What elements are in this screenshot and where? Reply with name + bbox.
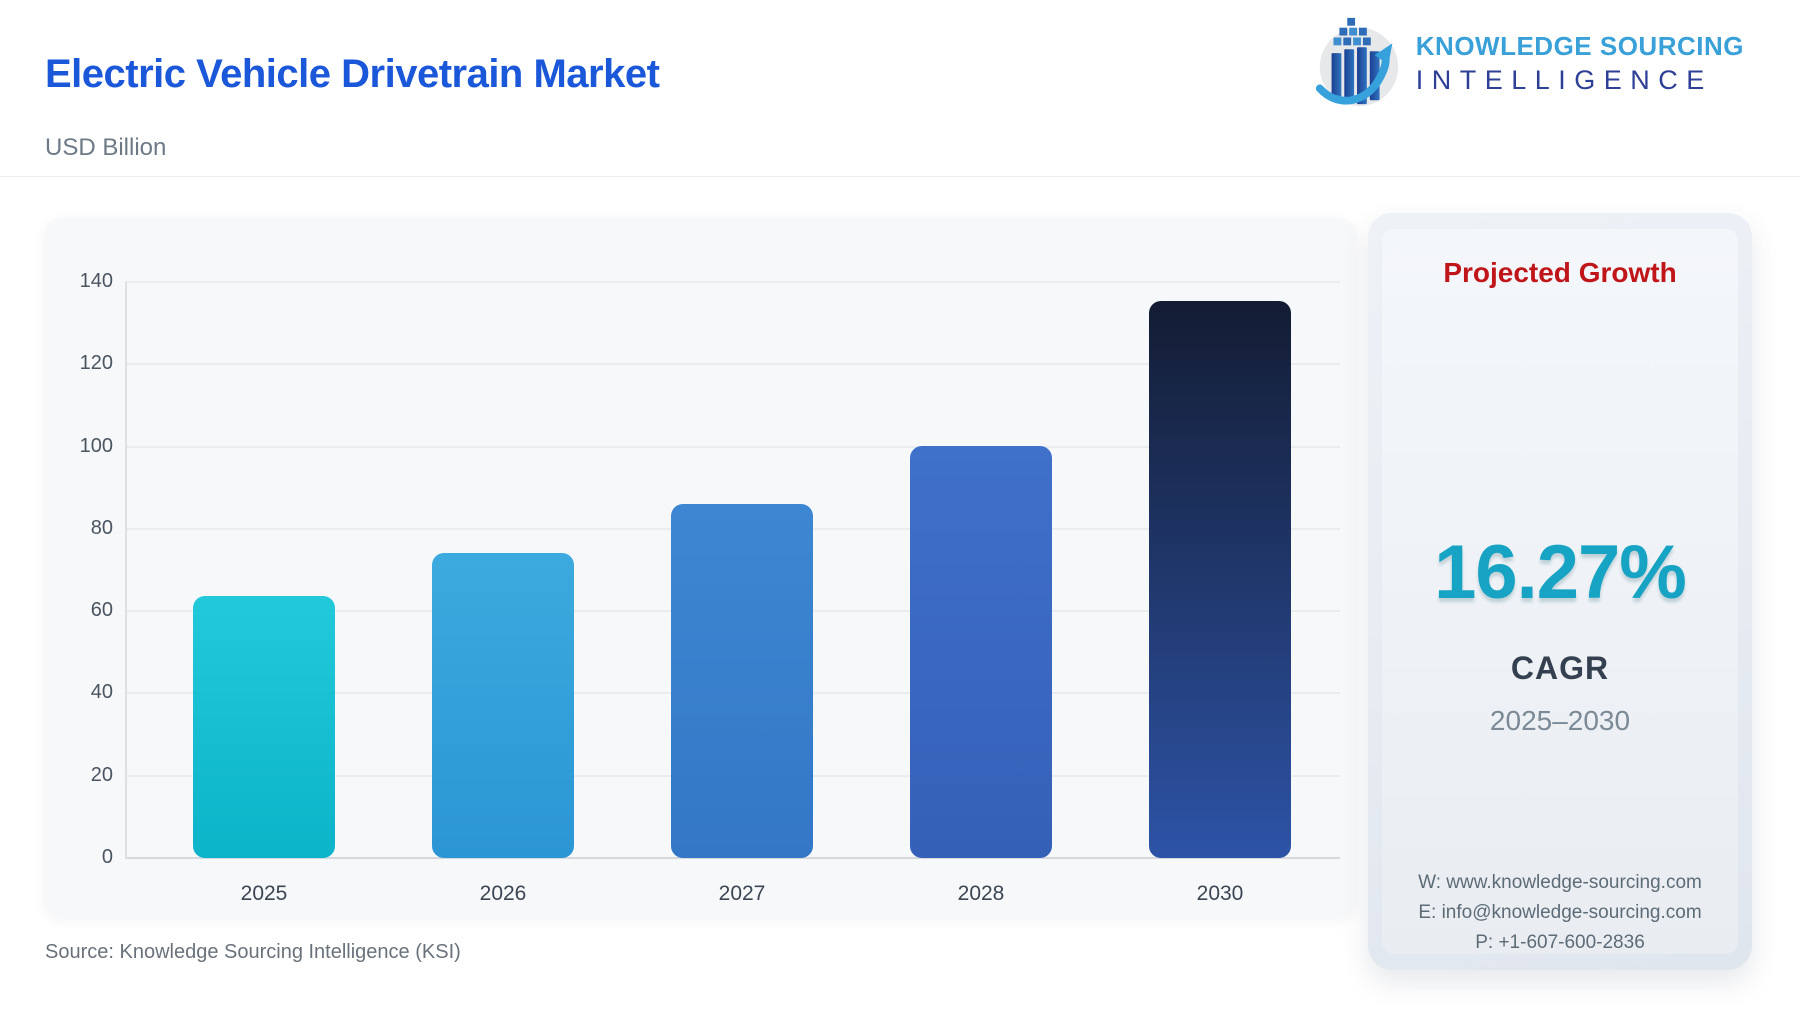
gridline [125,281,1340,283]
page-subtitle: USD Billion [45,134,167,161]
x-axis-label: 2028 [957,882,1005,905]
y-axis-label: 20 [90,763,113,786]
y-axis-label: 120 [79,352,113,375]
y-axis-label: 100 [79,434,113,457]
x-axis-baseline [125,857,1340,859]
y-axis-label: 60 [90,599,113,622]
company-logo: KNOWLEDGE SOURCING INTELLIGENCE [1310,12,1744,115]
cagr-value: 16.27% [1434,530,1687,615]
y-axis-label: 0 [101,846,113,868]
x-axis-label: 2025 [240,882,288,905]
bar-2026 [432,553,574,858]
gridline [125,445,1340,448]
y-axis-line [125,282,127,858]
header-divider [0,176,1800,177]
logo-line2: INTELLIGENCE [1415,65,1713,95]
contact-email: E: info@knowledge-sourcing.com [1418,902,1702,923]
logo-text: KNOWLEDGE SOURCING INTELLIGENCE [1416,31,1744,96]
contact-info: W: www.knowledge-sourcing.com E: info@kn… [1368,868,1752,958]
bar-2027 [671,503,813,858]
y-axis-label: 40 [90,681,113,704]
gridline [125,363,1340,366]
bar-2030 [1149,300,1291,858]
contact-website: W: www.knowledge-sourcing.com [1418,872,1702,893]
chart-card: 0 20 40 60 80 100 120 140 2025 2026 2027 2028 2030 [44,218,1356,918]
cagr-period: 2025–2030 [1489,705,1631,736]
bar-2025 [193,595,335,858]
y-axis-label: 80 [90,516,113,539]
contact-phone: P: +1-607-600-2836 [1475,932,1645,953]
growth-panel-inner [1382,229,1738,954]
source-note: Source: Knowledge Sourcing Intelligence … [45,941,461,963]
panel-heading: Projected Growth [1443,257,1677,288]
growth-panel: Projected Growth 16.27% CAGR 2025–2030 W… [1368,213,1752,970]
bar-2028 [910,446,1052,858]
x-axis-label: 2027 [718,882,766,905]
logo-line1: KNOWLEDGE SOURCING [1415,31,1744,61]
cagr-label: CAGR [1510,650,1610,686]
x-axis-label: 2026 [479,882,527,905]
x-axis-label: 2030 [1196,882,1244,905]
page-title: Electric Vehicle Drivetrain Market [45,52,660,96]
y-axis-label: 140 [79,270,113,292]
logo-growth-arrow-icon [1310,12,1408,115]
